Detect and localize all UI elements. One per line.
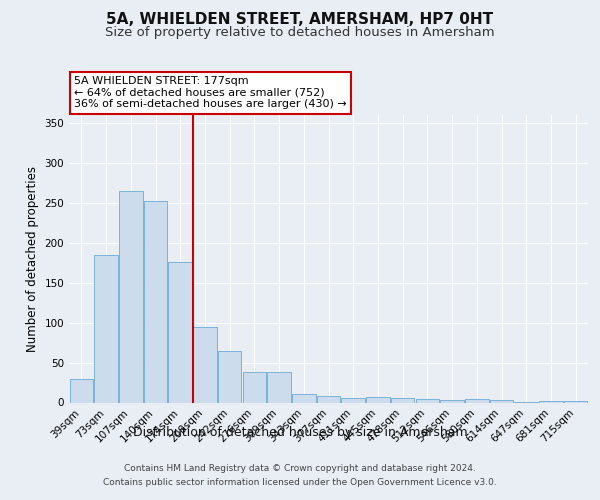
Bar: [292, 394, 316, 402]
Text: Distribution of detached houses by size in Amersham: Distribution of detached houses by size …: [133, 426, 467, 439]
Bar: [268, 372, 291, 402]
Bar: [465, 400, 488, 402]
Bar: [218, 350, 241, 403]
Bar: [70, 378, 93, 402]
Bar: [144, 201, 167, 402]
Bar: [119, 191, 143, 402]
Text: 5A, WHIELDEN STREET, AMERSHAM, HP7 0HT: 5A, WHIELDEN STREET, AMERSHAM, HP7 0HT: [106, 12, 494, 28]
Text: Contains HM Land Registry data © Crown copyright and database right 2024.: Contains HM Land Registry data © Crown c…: [124, 464, 476, 473]
Bar: [490, 400, 513, 402]
Bar: [341, 398, 365, 402]
Text: Contains public sector information licensed under the Open Government Licence v3: Contains public sector information licen…: [103, 478, 497, 487]
Bar: [169, 262, 192, 402]
Bar: [193, 328, 217, 402]
Bar: [366, 397, 389, 402]
Bar: [391, 398, 415, 402]
Bar: [94, 255, 118, 402]
Bar: [564, 401, 587, 402]
Text: Size of property relative to detached houses in Amersham: Size of property relative to detached ho…: [105, 26, 495, 39]
Bar: [416, 398, 439, 402]
Bar: [539, 401, 563, 402]
Text: 5A WHIELDEN STREET: 177sqm
← 64% of detached houses are smaller (752)
36% of sem: 5A WHIELDEN STREET: 177sqm ← 64% of deta…: [74, 76, 347, 110]
Bar: [317, 396, 340, 402]
Bar: [440, 400, 464, 402]
Bar: [242, 372, 266, 402]
Y-axis label: Number of detached properties: Number of detached properties: [26, 166, 39, 352]
